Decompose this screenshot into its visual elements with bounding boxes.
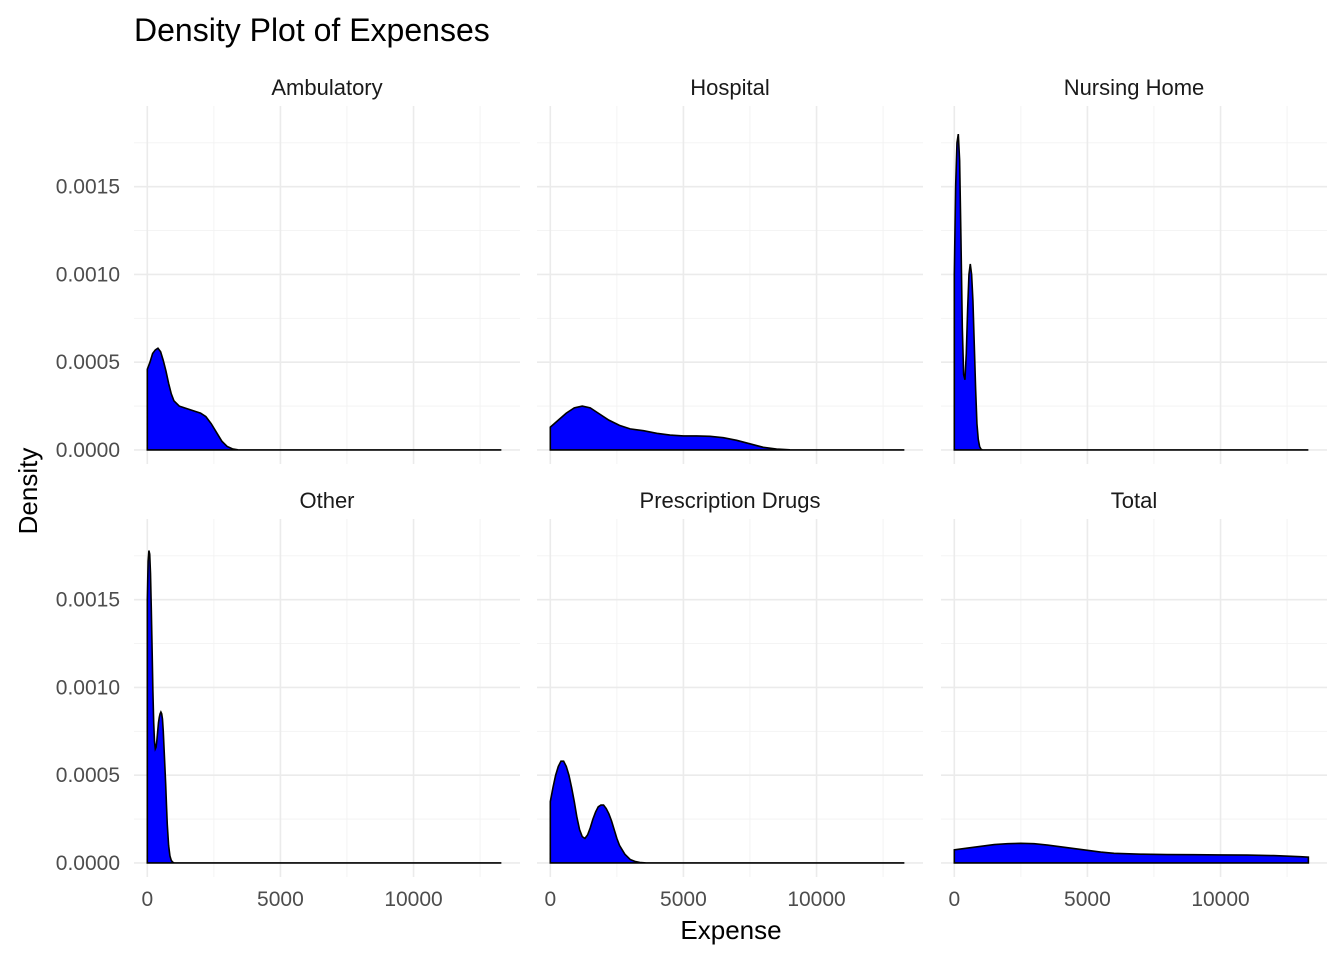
facet-panel-nursing-home: Nursing Home [941, 75, 1327, 464]
y-tick-label: 0.0005 [56, 764, 120, 787]
y-tick-label: 0.0010 [56, 676, 120, 699]
facet-label-ambulatory: Ambulatory [271, 75, 382, 100]
x-tick-label: 10000 [787, 888, 845, 911]
facet-panel-ambulatory: Ambulatory 0.0000 0.0005 0.0010 0.0015 [56, 75, 520, 464]
density-area-other [146, 550, 502, 864]
x-tick-label: 10000 [384, 888, 442, 911]
y-axis-title: Density [13, 448, 43, 535]
chart-title: Density Plot of Expenses [134, 12, 490, 48]
plot-layer: Ambulatory 0.0000 0.0005 0.0010 0.0015 Hospit… [56, 75, 1327, 911]
x-tick-label: 5000 [1064, 888, 1111, 911]
y-tick-label: 0.0000 [56, 439, 120, 462]
x-tick-label: 0 [544, 888, 556, 911]
x-tick-label: 5000 [257, 888, 304, 911]
facet-panel-total: Total 0 5000 10000 [941, 488, 1327, 911]
facet-label-hospital: Hospital [690, 75, 769, 100]
x-tick-label: 5000 [660, 888, 707, 911]
y-tick-label: 0.0010 [56, 263, 120, 286]
facet-label-total: Total [1111, 488, 1157, 513]
density-area-nursing-home [953, 133, 1309, 451]
density-area-prescription-drugs [549, 760, 905, 864]
density-area-hospital [549, 405, 905, 451]
facet-label-other: Other [299, 488, 354, 513]
facet-label-prescription-drugs: Prescription Drugs [640, 488, 821, 513]
x-tick-label: 0 [948, 888, 960, 911]
facet-panel-other: Other 0.0000 0.0005 0.0010 0.0015 0 5000 10000 [56, 488, 520, 911]
facet-panel-hospital: Hospital [537, 75, 923, 464]
facet-panel-prescription-drugs: Prescription Drugs 0 5000 10000 [537, 488, 923, 911]
facet-label-nursing-home: Nursing Home [1064, 75, 1205, 100]
x-tick-label: 0 [141, 888, 153, 911]
y-tick-label: 0.0015 [56, 176, 120, 199]
x-axis-title: Expense [680, 915, 781, 945]
y-tick-label: 0.0005 [56, 351, 120, 374]
density-area-ambulatory [146, 347, 502, 451]
density-area-total [953, 842, 1310, 864]
y-tick-label: 0.0000 [56, 852, 120, 875]
x-tick-label: 10000 [1191, 888, 1249, 911]
y-tick-label: 0.0015 [56, 589, 120, 612]
